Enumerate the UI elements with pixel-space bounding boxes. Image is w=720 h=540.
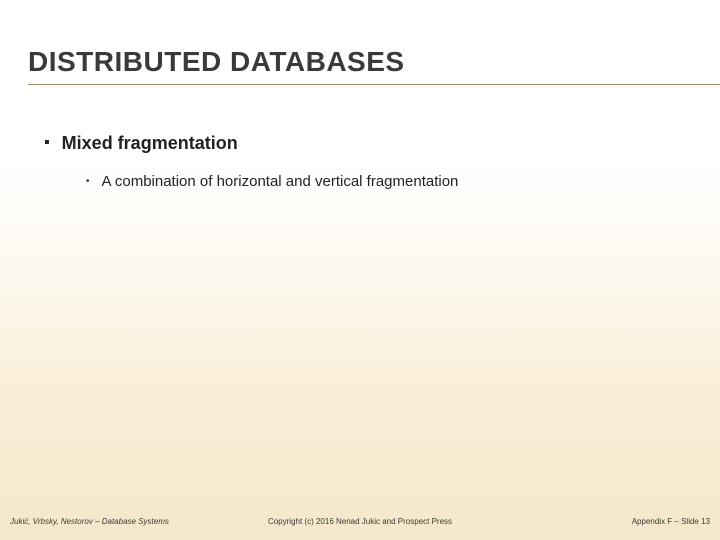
bullet-marker-square: ▪ xyxy=(44,132,50,154)
bullet-marker-dot: • xyxy=(86,172,90,192)
slide-content: ▪ Mixed fragmentation • A combination of… xyxy=(44,132,676,192)
slide: DISTRIBUTED DATABASES ▪ Mixed fragmentat… xyxy=(0,0,720,540)
footer-slide-number: Appendix F – Slide 13 xyxy=(632,517,710,526)
footer-authors: Jukić, Vrbsky, Nestorov – Database Syste… xyxy=(10,517,169,526)
bullet-level1-text: Mixed fragmentation xyxy=(62,132,238,154)
footer-copyright: Copyright (c) 2016 Nenad Jukic and Prosp… xyxy=(268,517,452,526)
slide-title: DISTRIBUTED DATABASES xyxy=(28,46,405,84)
title-underline xyxy=(28,84,720,85)
bullet-level2: • A combination of horizontal and vertic… xyxy=(86,172,676,192)
bullet-level1: ▪ Mixed fragmentation xyxy=(44,132,676,154)
bullet-level2-text: A combination of horizontal and vertical… xyxy=(102,172,459,192)
slide-footer: Jukić, Vrbsky, Nestorov – Database Syste… xyxy=(0,508,720,526)
